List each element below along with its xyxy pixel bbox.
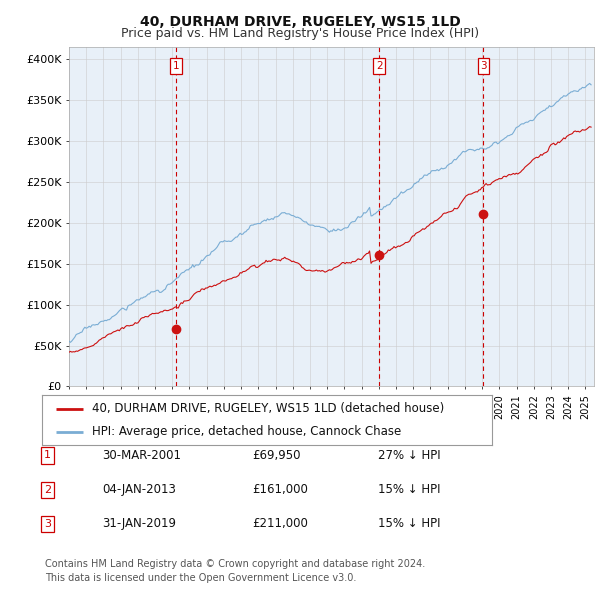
- Text: 2: 2: [44, 485, 51, 494]
- Text: £211,000: £211,000: [252, 517, 308, 530]
- Text: 15% ↓ HPI: 15% ↓ HPI: [378, 517, 440, 530]
- Text: Price paid vs. HM Land Registry's House Price Index (HPI): Price paid vs. HM Land Registry's House …: [121, 27, 479, 40]
- Text: 1: 1: [44, 451, 51, 460]
- Text: HPI: Average price, detached house, Cannock Chase: HPI: Average price, detached house, Cann…: [92, 425, 401, 438]
- Text: 27% ↓ HPI: 27% ↓ HPI: [378, 449, 440, 462]
- Text: 04-JAN-2013: 04-JAN-2013: [102, 483, 176, 496]
- Text: 1: 1: [173, 61, 180, 71]
- Text: 3: 3: [480, 61, 487, 71]
- Text: 40, DURHAM DRIVE, RUGELEY, WS15 1LD: 40, DURHAM DRIVE, RUGELEY, WS15 1LD: [140, 15, 460, 29]
- Text: £161,000: £161,000: [252, 483, 308, 496]
- Text: 2: 2: [376, 61, 382, 71]
- Text: 40, DURHAM DRIVE, RUGELEY, WS15 1LD (detached house): 40, DURHAM DRIVE, RUGELEY, WS15 1LD (det…: [92, 402, 444, 415]
- Text: £69,950: £69,950: [252, 449, 301, 462]
- Text: 3: 3: [44, 519, 51, 529]
- Text: 31-JAN-2019: 31-JAN-2019: [102, 517, 176, 530]
- Text: 30-MAR-2001: 30-MAR-2001: [102, 449, 181, 462]
- Text: Contains HM Land Registry data © Crown copyright and database right 2024.
This d: Contains HM Land Registry data © Crown c…: [45, 559, 425, 583]
- Text: 15% ↓ HPI: 15% ↓ HPI: [378, 483, 440, 496]
